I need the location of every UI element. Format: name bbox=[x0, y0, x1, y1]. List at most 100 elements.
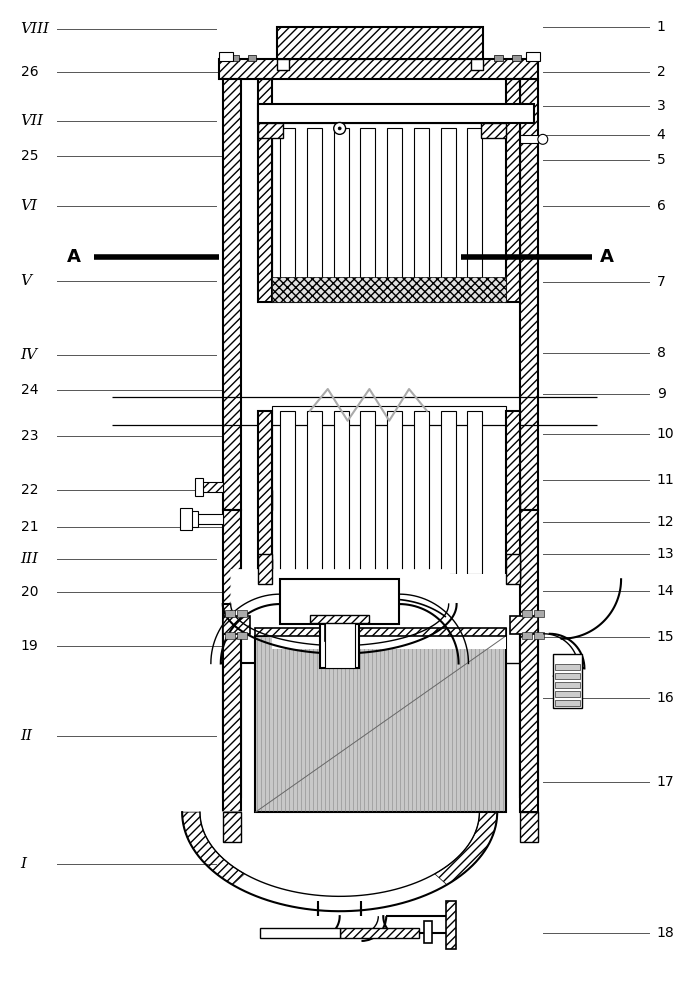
Bar bbox=[534, 632, 544, 639]
Bar bbox=[258, 490, 272, 510]
Bar bbox=[555, 664, 581, 670]
Bar bbox=[256, 628, 506, 636]
Bar bbox=[520, 79, 538, 510]
Bar bbox=[510, 616, 538, 634]
Bar bbox=[414, 128, 429, 297]
Bar bbox=[272, 574, 506, 649]
Bar bbox=[310, 615, 369, 623]
Text: 15: 15 bbox=[657, 630, 675, 644]
Bar bbox=[188, 511, 198, 527]
Bar bbox=[334, 128, 349, 297]
Bar bbox=[241, 84, 258, 510]
Bar bbox=[441, 128, 456, 297]
Bar bbox=[506, 554, 520, 584]
Bar bbox=[555, 673, 581, 679]
Bar bbox=[334, 411, 349, 574]
Text: 10: 10 bbox=[657, 427, 675, 441]
Text: 18: 18 bbox=[657, 926, 675, 940]
Text: 4: 4 bbox=[657, 128, 666, 142]
Bar bbox=[237, 632, 247, 639]
Bar bbox=[522, 610, 532, 617]
Bar bbox=[325, 619, 354, 668]
Bar bbox=[223, 616, 250, 634]
Text: VII: VII bbox=[20, 114, 44, 128]
Text: 12: 12 bbox=[657, 515, 675, 529]
Bar bbox=[467, 128, 482, 297]
Bar bbox=[248, 55, 256, 61]
Bar bbox=[553, 654, 583, 708]
Bar bbox=[258, 123, 283, 138]
Bar bbox=[272, 123, 506, 302]
Text: 16: 16 bbox=[657, 691, 675, 705]
Text: 23: 23 bbox=[20, 429, 38, 443]
Bar bbox=[320, 619, 360, 668]
Bar bbox=[520, 812, 538, 842]
Bar bbox=[360, 411, 375, 574]
Text: 19: 19 bbox=[20, 639, 38, 653]
Bar bbox=[520, 510, 538, 797]
Bar bbox=[522, 632, 532, 639]
Circle shape bbox=[338, 127, 341, 130]
Bar bbox=[325, 621, 354, 641]
Bar bbox=[506, 490, 520, 510]
Bar bbox=[280, 579, 399, 624]
Text: 9: 9 bbox=[657, 387, 666, 401]
Bar bbox=[307, 128, 322, 297]
Text: 1: 1 bbox=[657, 20, 666, 34]
Bar bbox=[195, 478, 203, 496]
Bar bbox=[272, 277, 506, 302]
Text: 20: 20 bbox=[20, 585, 38, 599]
Text: II: II bbox=[20, 729, 33, 743]
Text: 21: 21 bbox=[20, 520, 38, 534]
Bar bbox=[223, 79, 241, 510]
Bar bbox=[520, 135, 538, 143]
Text: 25: 25 bbox=[20, 149, 38, 163]
Bar bbox=[219, 59, 538, 79]
Bar bbox=[188, 514, 223, 524]
Text: 26: 26 bbox=[20, 65, 38, 79]
Bar bbox=[280, 128, 295, 297]
Bar bbox=[280, 411, 295, 574]
Bar bbox=[198, 482, 223, 492]
Text: 11: 11 bbox=[657, 473, 675, 487]
Text: 8: 8 bbox=[657, 346, 666, 360]
Bar bbox=[481, 123, 506, 138]
Bar bbox=[224, 610, 235, 617]
Text: 5: 5 bbox=[657, 153, 666, 167]
Text: 3: 3 bbox=[657, 99, 666, 113]
Bar bbox=[441, 411, 456, 574]
Text: VI: VI bbox=[20, 199, 37, 213]
Circle shape bbox=[538, 134, 548, 144]
Text: V: V bbox=[20, 274, 31, 288]
Text: IV: IV bbox=[20, 348, 37, 362]
Bar bbox=[258, 79, 272, 302]
Bar bbox=[360, 128, 375, 297]
Bar bbox=[180, 508, 192, 530]
Polygon shape bbox=[200, 812, 479, 896]
Bar bbox=[445, 901, 456, 949]
Bar bbox=[223, 628, 241, 812]
Bar bbox=[467, 411, 482, 574]
Bar bbox=[258, 411, 272, 579]
Bar bbox=[506, 411, 520, 579]
Bar bbox=[258, 559, 272, 579]
Bar bbox=[424, 921, 432, 943]
Bar bbox=[340, 928, 419, 938]
Bar bbox=[555, 700, 581, 706]
Text: A: A bbox=[600, 248, 614, 266]
Bar bbox=[256, 636, 506, 812]
Bar bbox=[258, 104, 534, 123]
Bar bbox=[512, 55, 521, 61]
Text: 14: 14 bbox=[657, 584, 675, 598]
Bar bbox=[219, 52, 233, 61]
Bar bbox=[506, 79, 520, 302]
Bar bbox=[506, 559, 520, 579]
Bar bbox=[258, 123, 283, 138]
Text: 6: 6 bbox=[657, 199, 666, 213]
Text: 7: 7 bbox=[657, 275, 666, 289]
Text: III: III bbox=[20, 552, 39, 566]
Bar bbox=[223, 812, 241, 842]
Bar bbox=[272, 406, 506, 579]
Bar bbox=[277, 27, 483, 59]
Bar bbox=[555, 691, 581, 697]
